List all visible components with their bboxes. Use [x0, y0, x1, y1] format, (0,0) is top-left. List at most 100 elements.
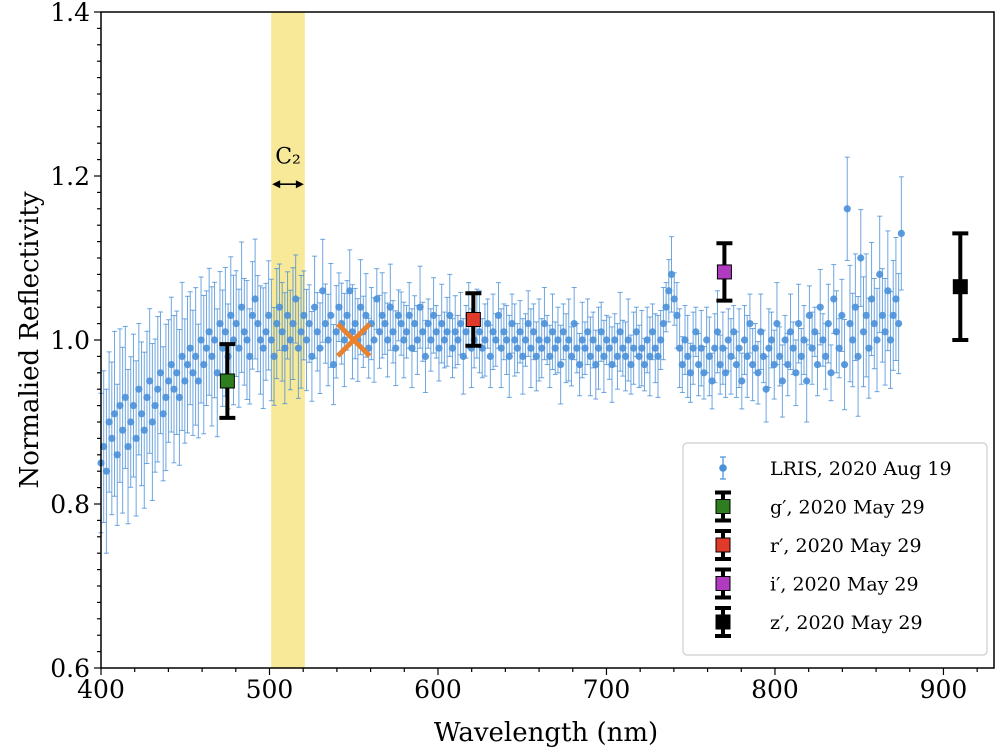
spectrum-marker	[462, 328, 470, 336]
spectrum-point	[170, 315, 178, 464]
spectrum-marker	[573, 344, 581, 352]
x-tick-label: 400	[77, 675, 125, 704]
spectrum-point	[381, 292, 389, 355]
x-tick-label: 600	[414, 675, 462, 704]
spectrum-marker	[181, 377, 189, 385]
legend-marker	[715, 537, 731, 553]
spectrum-marker	[570, 320, 578, 328]
spectrum-point	[778, 344, 786, 418]
spectrum-point	[389, 300, 397, 364]
spectrum-point	[167, 296, 175, 433]
spectrum-marker	[819, 336, 827, 344]
spectrum-marker	[440, 336, 448, 344]
spectrum-point	[246, 308, 254, 405]
spectrum-marker	[813, 361, 822, 369]
spectrum-point	[192, 287, 200, 426]
spectrum-point	[213, 308, 221, 438]
spectrum-marker	[254, 320, 262, 328]
spectrum-marker	[408, 344, 416, 352]
spectrum-point	[548, 293, 557, 371]
spectrum-marker	[565, 336, 573, 344]
spectrum-point	[332, 285, 340, 379]
spectrum-marker	[384, 336, 392, 344]
spectrum-marker	[489, 328, 497, 336]
spectrum-marker	[832, 328, 841, 336]
spectrum-point	[803, 339, 811, 423]
spectrum-point	[794, 283, 803, 364]
spectrum-marker	[527, 344, 535, 352]
spectrum-marker	[454, 336, 462, 344]
spectrum-marker	[370, 336, 378, 344]
y-tick-label: 1.0	[50, 326, 90, 355]
spectrum-marker	[654, 352, 662, 360]
spectrum-point	[256, 285, 265, 395]
spectrum-marker	[329, 361, 338, 369]
legend-marker	[719, 464, 727, 472]
spectrum-point	[127, 356, 135, 488]
spectrum-marker	[735, 344, 743, 352]
c2-band-label: C₂	[275, 145, 301, 170]
spectrum-point	[551, 321, 559, 375]
spectrum-marker	[129, 402, 138, 410]
legend-label: r′, 2020 May 29	[770, 535, 922, 557]
spectrum-marker	[776, 352, 784, 360]
spectrum-point	[200, 294, 208, 435]
spectrum-marker	[797, 352, 805, 360]
spectrum-point	[621, 321, 630, 392]
x-axis-label: Wavelength (nm)	[434, 718, 658, 748]
spectrum-point	[838, 278, 846, 352]
spectrum-marker	[743, 352, 751, 360]
spectrum-marker	[486, 352, 494, 360]
spectrum-marker	[343, 311, 351, 319]
spectrum-marker	[416, 303, 424, 311]
spectrum-point	[578, 301, 586, 379]
spectrum-point	[397, 291, 405, 356]
spectrum-point	[681, 305, 689, 375]
spectrum-marker	[213, 369, 221, 377]
spectrum-marker	[262, 328, 270, 336]
spectrum-point	[651, 313, 659, 384]
spectrum-marker	[551, 344, 559, 352]
spectrum-marker	[557, 361, 565, 369]
spectrum-marker	[110, 410, 119, 418]
spectrum-marker	[686, 369, 695, 377]
spectrum-point	[283, 271, 292, 360]
spectrum-marker	[716, 361, 724, 369]
spectrum-point	[186, 291, 194, 406]
spectrum-marker	[867, 295, 876, 303]
spectrum-marker	[630, 344, 638, 352]
spectrum-marker	[643, 336, 651, 344]
spectrum-marker	[800, 336, 808, 344]
spectrum-marker	[884, 287, 892, 295]
spectrum-point	[724, 308, 732, 372]
spectrum-marker	[635, 352, 643, 360]
spectrum-marker	[778, 377, 786, 385]
spectrum-marker	[265, 311, 273, 319]
spectrum-marker	[146, 377, 154, 385]
spectrum-point	[351, 287, 359, 360]
spectrum-marker	[840, 361, 849, 369]
spectrum-point	[592, 329, 600, 400]
spectrum-point	[878, 268, 887, 363]
spectrum-marker	[849, 336, 857, 344]
spectrum-point	[438, 283, 446, 364]
spectrum-point	[554, 306, 562, 374]
spectrum-marker	[448, 344, 457, 352]
spectrum-point	[451, 295, 459, 369]
spectrum-marker	[719, 344, 727, 352]
spectrum-marker	[562, 344, 570, 352]
spectrum-marker	[227, 311, 235, 319]
spectrum-point	[240, 277, 248, 386]
spectrum-marker	[235, 344, 243, 352]
spectrum-point	[448, 318, 457, 379]
spectrum-marker	[135, 385, 143, 393]
spectrum-marker	[584, 328, 592, 336]
photometry-point-2	[716, 241, 733, 303]
spectrum-marker	[746, 320, 754, 328]
spectrum-marker	[711, 344, 719, 352]
y-tick-label: 0.8	[50, 490, 90, 519]
spectrum-point	[278, 281, 286, 382]
spectrum-point	[232, 270, 240, 377]
spectrum-point	[889, 259, 897, 371]
spectrum-marker	[475, 328, 484, 336]
